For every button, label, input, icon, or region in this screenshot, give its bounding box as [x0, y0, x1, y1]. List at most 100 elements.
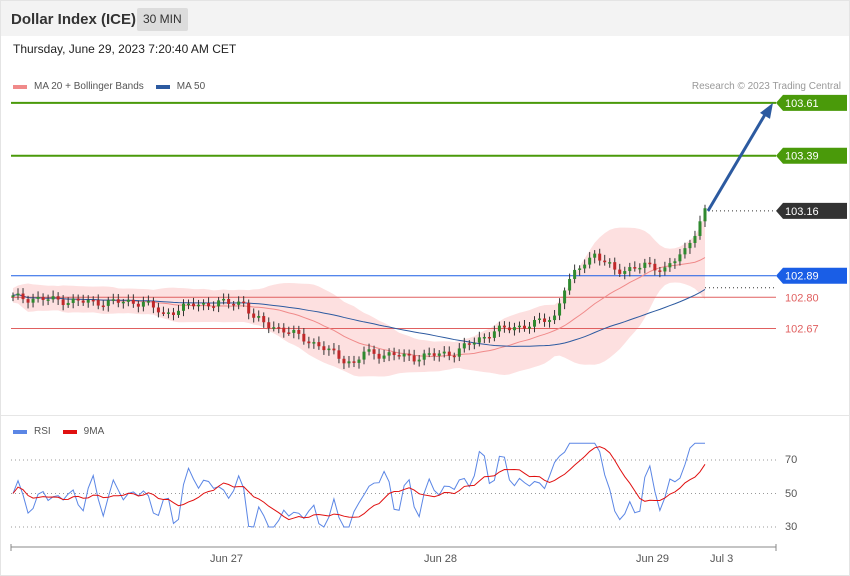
candle-body: [598, 253, 602, 261]
candle-body: [663, 267, 667, 272]
candle: [16, 288, 20, 300]
legend-label-rsi: RSI: [34, 426, 51, 437]
candle-body: [527, 326, 531, 329]
candle: [91, 296, 95, 306]
candle: [307, 336, 311, 349]
candle: [26, 295, 30, 309]
candle-body: [181, 303, 185, 311]
candle-body: [106, 300, 110, 306]
candle: [136, 300, 140, 313]
level-label: 102.80: [785, 292, 819, 304]
candle-body: [668, 263, 672, 268]
rsi-line: [12, 442, 705, 528]
candle: [638, 263, 642, 274]
candle: [678, 248, 682, 266]
candle: [507, 321, 511, 334]
candle-body: [312, 342, 316, 344]
candle-body: [302, 333, 306, 342]
candle: [563, 287, 567, 310]
candle-body: [512, 327, 516, 331]
candle: [342, 355, 346, 370]
candle-body: [673, 261, 677, 264]
level-support: 102.67: [11, 324, 819, 336]
target-arrow-head: [760, 102, 773, 119]
candle-body: [533, 319, 537, 327]
candle: [593, 250, 597, 264]
candle-body: [116, 299, 120, 303]
candle-body: [522, 325, 526, 329]
candle-body: [51, 296, 55, 300]
candle: [472, 337, 476, 350]
candle: [272, 321, 276, 332]
candle: [302, 328, 306, 345]
candle-body: [26, 299, 30, 303]
candle-body: [342, 358, 346, 364]
candle: [71, 294, 75, 309]
candle: [668, 257, 672, 272]
candle-body: [563, 290, 567, 304]
level-resistance: 103.39: [11, 147, 847, 164]
candle: [357, 356, 361, 369]
candle: [46, 294, 50, 306]
candle: [292, 325, 296, 339]
candle-body: [287, 332, 291, 334]
candle-body: [482, 336, 486, 339]
candle-body: [553, 315, 557, 321]
rsi-legend: RSI 9MA: [13, 426, 104, 437]
candle: [161, 306, 165, 317]
target-arrow-line: [706, 112, 768, 212]
candle: [227, 293, 231, 309]
candle: [673, 258, 677, 269]
candle: [392, 347, 396, 361]
candle: [166, 308, 170, 319]
candle: [497, 321, 501, 337]
candle-body: [166, 312, 170, 314]
ma9-swatch: [62, 429, 77, 434]
candle: [527, 322, 531, 334]
candle: [512, 322, 516, 336]
candle: [412, 349, 416, 365]
candle-body: [477, 337, 481, 343]
candle-body: [156, 307, 160, 313]
candle-body: [101, 305, 105, 308]
candle-body: [502, 325, 506, 328]
candle-body: [372, 349, 376, 354]
candle-body: [548, 320, 552, 322]
candle-body: [212, 306, 216, 308]
candle-body: [703, 208, 707, 222]
candle: [36, 291, 40, 303]
candle-body: [21, 293, 25, 300]
candle: [698, 215, 702, 240]
candle: [457, 343, 461, 362]
candle-body: [61, 299, 65, 306]
candle-body: [377, 353, 381, 359]
candle-body: [678, 254, 682, 262]
candle: [543, 313, 547, 327]
candle: [41, 293, 45, 306]
candle: [76, 294, 80, 307]
candle: [267, 317, 271, 334]
x-tick-label: Jun 27: [210, 553, 244, 565]
candle: [197, 299, 201, 312]
candle: [377, 349, 381, 364]
candle-body: [467, 343, 471, 345]
candle-body: [307, 341, 311, 344]
candle-body: [658, 270, 662, 272]
rsi-swatch: [13, 429, 27, 434]
candle-body: [161, 312, 165, 314]
interval-selector[interactable]: 30 MIN: [137, 8, 188, 31]
candle: [482, 333, 486, 344]
level-label: 103.61: [785, 98, 819, 110]
candle: [502, 321, 506, 333]
candle: [11, 292, 15, 302]
level-last: 103.16: [708, 202, 847, 219]
candle: [287, 326, 291, 336]
candle-body: [176, 310, 180, 315]
candle-body: [317, 342, 321, 347]
candle: [533, 316, 537, 333]
candle-body: [141, 301, 145, 307]
candle: [568, 273, 572, 295]
candle-body: [171, 312, 175, 315]
level-tag: [776, 147, 847, 164]
candle-body: [16, 293, 20, 296]
